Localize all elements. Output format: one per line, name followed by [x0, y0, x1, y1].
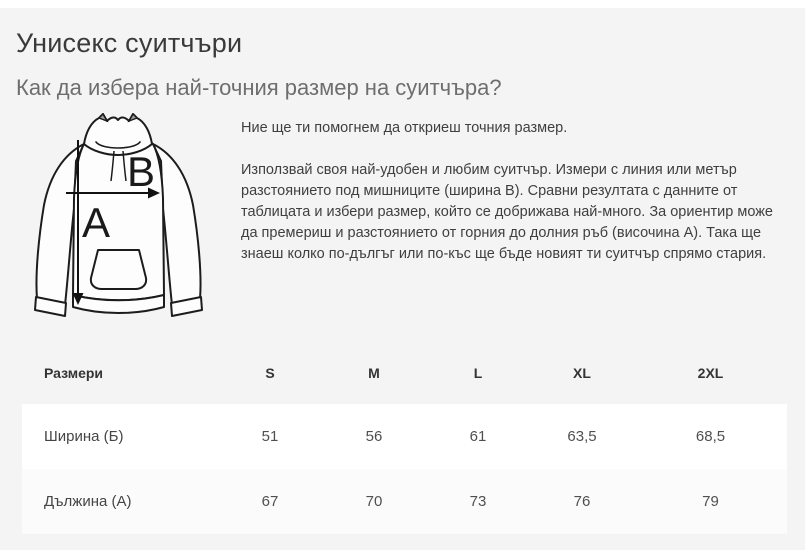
page-subtitle: Как да избера най-точния размер на суитч… — [16, 75, 502, 100]
hoodie-diagram: A B — [16, 112, 221, 328]
col-header-2xl: 2XL — [697, 365, 724, 381]
hoodie-hem — [72, 294, 165, 314]
instructions-text: Използвай своя най-удобен и любим суитчъ… — [241, 162, 773, 262]
guide-text: Ние ще ти помогнем да откриеш точния раз… — [221, 113, 789, 328]
hoodie-pocket — [89, 249, 148, 290]
size-value: 56 — [365, 428, 383, 445]
size-value: 76 — [573, 493, 591, 510]
size-value: 51 — [261, 428, 279, 445]
height-arrow — [72, 140, 84, 305]
size-table-header-row: Размери S M L XL 2XL — [22, 342, 787, 404]
row-label: Ширина (Б) — [44, 428, 124, 445]
size-guide-page: Унисекс суитчъри Как да избера най-точни… — [0, 8, 805, 550]
hoodie-left-cuff — [34, 296, 67, 317]
hoodie-illustration: A B — [34, 112, 203, 317]
size-value: 79 — [702, 493, 719, 510]
col-header-m: M — [368, 365, 380, 381]
size-value: 63,5 — [567, 428, 597, 445]
col-header-sizes: Размери — [44, 365, 104, 381]
table-row-length: Дължина (А) 67 70 73 76 79 — [22, 469, 787, 534]
size-value: 67 — [261, 493, 279, 510]
row-label: Дължина (А) — [44, 493, 132, 510]
intro-text: Ние ще ти помогнем да откриеш точния раз… — [241, 120, 568, 136]
size-value: 73 — [469, 493, 487, 510]
col-header-s: S — [265, 365, 275, 381]
label-a: A — [82, 199, 110, 246]
hoodie-drawstrings — [110, 150, 127, 182]
size-value: 68,5 — [695, 428, 726, 445]
page-title: Унисекс суитчъри — [16, 28, 243, 58]
hoodie-right-cuff — [170, 296, 203, 317]
hood-opening-line — [95, 141, 141, 149]
size-value: 61 — [469, 428, 487, 445]
col-header-l: L — [473, 365, 483, 381]
width-arrow — [66, 187, 160, 199]
size-table: Размери S M L XL 2XL Ширина (Б) 51 56 61… — [22, 342, 787, 534]
hood-notches — [97, 112, 139, 123]
table-row-width: Ширина (Б) 51 56 61 63,5 68,5 — [22, 404, 787, 469]
hoodie-right-sleeve — [152, 143, 202, 306]
label-b: B — [127, 148, 155, 195]
size-value: 70 — [365, 493, 383, 510]
intro-section: A B Ние ще ти помогнем да откриеш точния… — [16, 112, 789, 328]
hoodie-left-sleeve — [35, 143, 85, 306]
col-header-xl: XL — [573, 365, 591, 381]
